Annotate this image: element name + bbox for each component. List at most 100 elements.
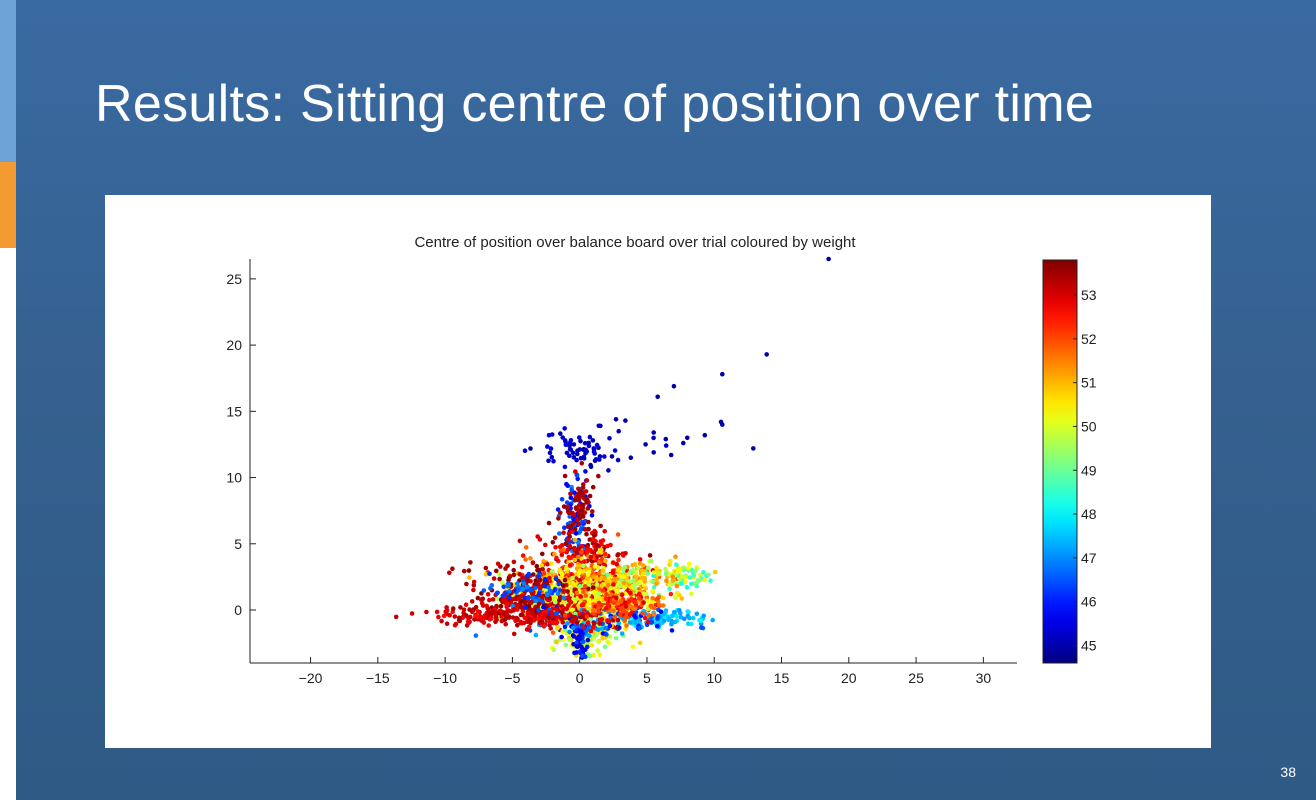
scatter-point [463,602,469,607]
scatter-point [588,617,594,622]
scatter-point [559,616,564,622]
scatter-point [444,621,450,626]
scatter-point [563,613,568,618]
scatter-point [604,592,609,597]
scatter-point [701,613,706,619]
scatter-point [565,483,570,489]
scatter-point [677,608,682,613]
scatter-point [605,582,611,588]
scatter-point [635,565,641,571]
scatter-point [720,422,725,427]
scatter-point [600,538,606,543]
scatter-point [621,553,626,558]
scatter-point [637,557,643,562]
scatter-point [592,564,598,569]
scatter-point [536,616,541,621]
scatter-point [554,555,559,561]
axes: −20 −15 −10 −5 0 5 10 15 20 25 30 0 5 10 15 20 25 [226,259,1017,686]
scatter-point [547,575,552,581]
scatter-point [751,446,756,451]
scatter-point [577,529,583,535]
scatter-point [621,574,627,580]
scatter-point [693,568,699,573]
scatter-point [640,611,645,616]
scatter-point [575,476,580,482]
scatter-point [630,644,636,650]
scatter-point [702,432,708,438]
scatter-point [489,583,495,588]
scatter-point [631,568,637,574]
scatter-point [537,577,543,583]
scatter-point [491,576,497,581]
scatter-point [689,581,694,587]
scatter-point [567,637,572,643]
scatter-point [517,572,522,577]
scatter-point [522,615,528,621]
scatter-point [559,552,565,558]
scatter-point [518,612,524,618]
scatter-point [613,635,619,641]
scatter-point [533,585,538,591]
scatter-point [594,542,600,548]
scatter-point [681,616,687,622]
scatter-point [548,626,553,631]
scatter-point [583,447,588,453]
scatter-point [576,497,582,503]
scatter-point [697,577,703,583]
scatter-point [592,533,597,538]
scatter-point [506,614,512,619]
scatter-point [468,614,473,620]
scatter-point [554,610,560,616]
scatter-point [515,581,520,586]
scatter-point [591,636,597,641]
scatter-point [654,565,659,571]
scatter-point [650,599,656,605]
scatter-point [520,609,526,614]
scatter-point [644,598,650,604]
scatter-point [530,595,536,601]
scatter-point [545,444,550,449]
colorbar-tick-label: 51 [1081,375,1097,391]
scatter-point [547,588,553,594]
scatter-point [579,549,584,555]
scatter-point [562,577,568,583]
scatter-point [520,553,526,558]
scatter-point [651,430,656,435]
scatter-point [588,628,594,634]
scatter-point [503,598,508,603]
scatter-point [581,559,587,565]
scatter-point [566,603,571,608]
scatter-point [596,473,601,479]
y-tick-label: 10 [226,470,242,486]
scatter-point [494,568,499,574]
scatter-point [497,608,503,614]
scatter-point [557,531,562,536]
scatter-point [515,622,520,628]
scatter-point [594,632,599,638]
scatter-point [614,595,619,601]
scatter-point [563,442,569,448]
scatter-point [450,606,456,611]
scatter-point [565,509,571,515]
scatter-point [642,615,648,621]
scatter-point [663,566,668,572]
scatter-point [577,578,583,583]
scatter-point [686,561,692,567]
scatter-point [652,605,657,611]
scatter-point [649,619,655,625]
scatter-point [562,624,568,630]
scatter-point [595,648,600,653]
scatter-point [577,584,583,589]
scatter-point [574,550,579,555]
scatter-point [511,572,517,578]
scatter-point [567,453,572,459]
scatter-point [453,621,459,627]
scatter-point [507,588,512,594]
scatter-point [615,601,621,606]
scatter-point [464,581,469,587]
scatter-point [673,554,678,560]
colorbar-tick-label: 49 [1081,462,1097,478]
scatter-point [599,583,605,588]
scatter-point [627,612,633,617]
scatter-point [637,591,642,597]
